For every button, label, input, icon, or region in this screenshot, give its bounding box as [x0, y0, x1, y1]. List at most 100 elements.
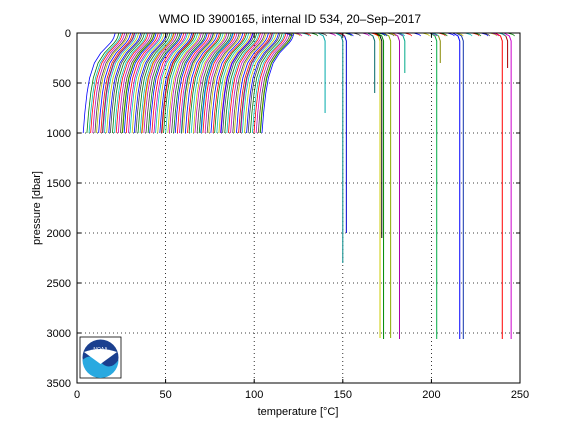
profile-line: [252, 32, 285, 134]
axes-frame: [76, 32, 521, 384]
x-tick-label: 0: [74, 389, 80, 401]
profile-line: [210, 32, 244, 134]
deep-profile-line: [503, 32, 512, 339]
chart-title: WMO ID 3900165, internal ID 534, 20–Sep–…: [159, 12, 421, 26]
profile-line: [188, 32, 222, 134]
profile-line: [104, 32, 137, 134]
profile-line: [147, 32, 181, 134]
deep-profile-line: [494, 32, 503, 339]
profile-line: [143, 32, 177, 134]
profile-line: [226, 32, 260, 134]
x-tick-label: 50: [159, 389, 171, 401]
profile-line: [100, 32, 134, 134]
profile-line: [228, 32, 261, 134]
profile-line: [257, 32, 291, 134]
profile-line: [244, 32, 277, 134]
profile-line: [202, 32, 236, 134]
x-tick-label: 100: [245, 389, 263, 401]
profile-line: [238, 32, 271, 134]
profile-line: [173, 32, 206, 134]
profile-line: [246, 32, 279, 134]
axis-ticks: 0 50 100 150 200 2500500100015002000250030003…: [47, 28, 530, 401]
deep-profile-line: [452, 32, 461, 339]
profile-line: [129, 32, 163, 134]
x-axis-label-suffix: ]: [335, 406, 338, 418]
profile-line: [253, 32, 287, 134]
profile-line: [155, 32, 188, 134]
profile-line: [108, 32, 142, 134]
profile-line: [96, 32, 129, 134]
profile-line: [204, 32, 238, 134]
y-tick-label: 3500: [47, 378, 71, 390]
y-tick-label: 2500: [47, 278, 71, 290]
profile-line: [214, 32, 247, 134]
profile-line: [171, 32, 204, 134]
profile-lines: [82, 32, 515, 339]
x-axis-label-prefix: temperature [: [258, 406, 323, 418]
profile-line: [122, 32, 155, 134]
noaa-logo: NOAA: [79, 336, 122, 379]
profile-line: [255, 32, 289, 134]
deep-profile-line: [383, 32, 392, 338]
profile-line: [233, 32, 267, 134]
y-axis-label: pressure [dbar]: [31, 171, 43, 245]
profile-line: [106, 32, 139, 134]
y-tick-label: 500: [53, 78, 71, 90]
profile-line: [196, 32, 230, 134]
profile-line: [236, 32, 269, 134]
profile-line: [128, 32, 161, 134]
profile-line: [120, 32, 153, 134]
profile-line: [224, 32, 258, 134]
profile-line: [249, 32, 283, 134]
x-tick-label: 250: [511, 389, 529, 401]
deep-profile-line: [317, 32, 326, 113]
profile-line: [218, 32, 252, 134]
profile-line: [161, 32, 195, 134]
profile-line: [131, 32, 165, 134]
profile-line: [117, 32, 151, 134]
deep-profile-line: [376, 32, 385, 339]
deep-profile-line: [335, 32, 344, 263]
profile-line: [192, 32, 226, 134]
profile-line: [181, 32, 214, 134]
profile-line: [240, 32, 274, 134]
profile-line: [159, 32, 193, 134]
profile-line: [190, 32, 224, 134]
profile-line: [123, 32, 157, 134]
profile-line: [157, 32, 190, 134]
profile-line: [179, 32, 212, 134]
profile-line: [212, 32, 246, 134]
profile-line: [198, 32, 232, 134]
y-tick-label: 1500: [47, 178, 71, 190]
profile-line: [102, 32, 136, 134]
y-tick-label: 3000: [47, 328, 71, 340]
profile-line: [184, 32, 218, 134]
profile-line: [261, 32, 295, 134]
profile-line: [125, 32, 159, 134]
profile-line: [230, 32, 263, 134]
x-axis-label-unit: °C: [323, 406, 335, 418]
profile-line: [112, 32, 145, 134]
deep-profile-line: [455, 32, 464, 339]
profile-line: [114, 32, 147, 134]
profile-line: [163, 32, 196, 134]
profile-line: [94, 32, 128, 134]
deep-profile-line: [367, 32, 376, 93]
profile-line: [194, 32, 228, 134]
y-tick-label: 2000: [47, 228, 71, 240]
profile-line: [153, 32, 187, 134]
profile-line: [90, 32, 123, 134]
profile-line: [98, 32, 131, 134]
profile-line: [216, 32, 250, 134]
profile-line: [174, 32, 208, 134]
noaa-logo-text: NOAA: [93, 347, 108, 353]
profile-line: [169, 32, 202, 134]
profile-line: [86, 32, 120, 134]
profile-line: [92, 32, 126, 134]
profile-line: [145, 32, 179, 134]
profile-line: [241, 32, 275, 134]
x-axis-label: temperature [°C]: [258, 406, 339, 418]
deep-profile-line: [374, 32, 383, 238]
profile-line: [141, 32, 175, 134]
profile-line: [139, 32, 173, 134]
